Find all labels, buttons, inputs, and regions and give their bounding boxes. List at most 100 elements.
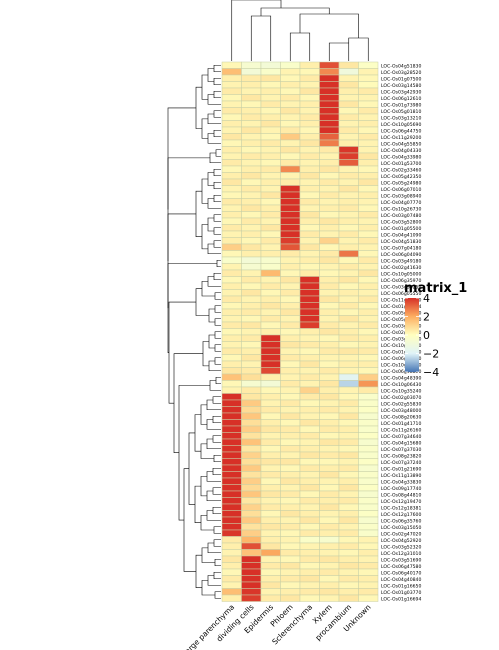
heatmap-cell [299,334,320,342]
heatmap-cell [221,536,242,544]
heatmap-cell [260,250,281,258]
heatmap-cell [299,81,320,89]
heatmap-cell [221,451,242,459]
heatmap-cell [280,289,301,297]
heatmap-cell [280,497,301,505]
heatmap-cell [319,211,340,219]
heatmap-cell [338,139,359,147]
heatmap-cell [319,204,340,212]
dendrogram-branch [207,542,221,554]
dendrogram-branch [213,194,221,203]
heatmap-cell [358,380,379,388]
dendrogram-branch [213,571,221,580]
dendrogram-branch [212,396,221,404]
heatmap-cell [241,165,262,173]
heatmap-cell [221,380,242,388]
heatmap-cell [358,588,379,596]
heatmap-cell [319,464,340,472]
heatmap-cell [241,204,262,212]
heatmap-cell [280,133,301,141]
heatmap-cell [338,61,359,69]
heatmap-cell [299,555,320,563]
heatmap-cell [260,152,281,160]
heatmap-cell [338,373,359,381]
dendrogram-branch [289,32,311,61]
heatmap-cell [299,477,320,485]
row-label: LOC-Os06g47580 [381,564,421,570]
dendrogram-branch [260,7,330,16]
heatmap-cell [241,451,262,459]
heatmap-cell [280,562,301,570]
heatmap-cell [221,81,242,89]
row-label: LOC-Os04g04330 [381,148,421,154]
row-label: LOC-Os02g03070 [381,395,421,401]
heatmap-cell [338,165,359,173]
heatmap-cell [280,120,301,128]
heatmap-cell [358,68,379,76]
row-label: LOC-Os05g01810 [381,109,421,115]
heatmap-cell [221,224,242,232]
row-label: LOC-Os10g26730 [381,206,421,212]
dendrogram-branch [213,129,221,138]
dendrogram-branch [202,341,209,367]
heatmap-cell [319,100,340,108]
dendrogram-branch [167,213,196,309]
heatmap-cell [319,386,340,394]
heatmap-cell [280,386,301,394]
row-label: LOC-Os01g07500 [381,76,421,82]
heatmap-cell [221,107,242,115]
heatmap-cell [358,516,379,524]
heatmap-cell [358,354,379,362]
heatmap-cell [260,451,281,459]
heatmap-cell [260,425,281,433]
heatmap-cell [221,100,242,108]
heatmap-cell [358,393,379,401]
heatmap-cell [221,523,242,531]
heatmap-cell [299,328,320,336]
heatmap-cell [221,191,242,199]
row-label: LOC-Os11g26160 [381,427,421,433]
heatmap-cell [260,159,281,167]
row-label: LOC-Os04g52920 [381,538,421,544]
heatmap-cell [221,334,242,342]
heatmap-cell [358,497,379,505]
dendrogram-branch [207,172,214,186]
heatmap-cell [299,516,320,524]
row-label: LOC-Os05g50100 [381,317,421,323]
heatmap-cell [338,399,359,407]
heatmap-cell [358,315,379,323]
heatmap-cell [280,165,301,173]
heatmap-cell [280,302,301,310]
heatmap-cell [260,373,281,381]
heatmap-cell [260,497,281,505]
heatmap-cell [358,87,379,95]
heatmap-cell [241,152,262,160]
heatmap-cell [260,419,281,427]
heatmap-cell [319,224,340,232]
heatmap-cell [338,120,359,128]
heatmap-cell [241,282,262,290]
row-dendrogram [167,64,221,599]
dendrogram-branch [206,490,221,502]
heatmap-cell [358,568,379,576]
heatmap-cell [299,289,320,297]
heatmap-cell [299,74,320,82]
heatmap-cell [260,165,281,173]
heatmap-cell [221,295,242,303]
heatmap-cell [241,302,262,310]
heatmap-cell [358,451,379,459]
heatmap-cell [319,510,340,518]
row-label: LOC-Os03g15050 [381,525,421,531]
heatmap-cell [280,224,301,232]
heatmap-cell [241,139,262,147]
row-label: LOC-Os06g19930 [381,356,421,362]
heatmap-cell [299,152,320,160]
heatmap-cell [221,211,242,219]
heatmap-cell [241,575,262,583]
heatmap-cell [358,490,379,498]
heatmap-cell [280,172,301,180]
heatmap-cell [338,503,359,511]
dendrogram-branch [188,432,195,505]
dendrogram-branch [214,591,221,599]
dendrogram-branch [213,240,221,248]
